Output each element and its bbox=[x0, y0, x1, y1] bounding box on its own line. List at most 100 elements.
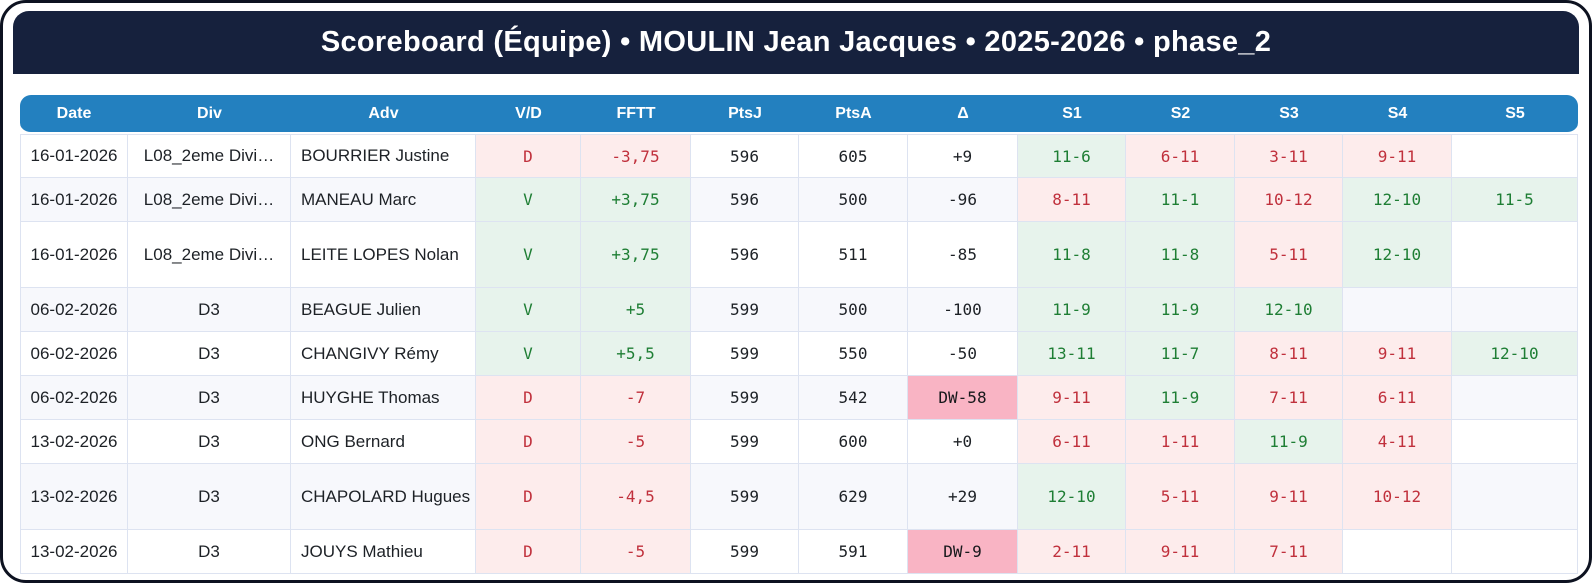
ptsa-cell: 600 bbox=[799, 420, 908, 464]
set-cell: 8-11 bbox=[1018, 178, 1126, 222]
table-row: 13-02-2026 D3 CHAPOLARD Hugues D -4,5 599 629 +… bbox=[20, 464, 1578, 530]
division-cell: D3 bbox=[128, 530, 291, 574]
set-cell bbox=[1343, 530, 1452, 574]
set-cell: 2-11 bbox=[1018, 530, 1126, 574]
opponent-cell: HUYGHE Thomas bbox=[291, 376, 476, 420]
set-cell: 11-8 bbox=[1126, 222, 1235, 288]
ptsa-cell: 605 bbox=[799, 134, 908, 178]
set-cell: 6-11 bbox=[1126, 134, 1235, 178]
table-row: 16-01-2026 L08_2eme Divi… BOURRIER Justine… bbox=[20, 134, 1578, 178]
delta-cell: +9 bbox=[908, 134, 1018, 178]
opponent-cell: JOUYS Mathieu bbox=[291, 530, 476, 574]
column-header-date: Date bbox=[20, 95, 128, 134]
set-cell bbox=[1452, 420, 1578, 464]
ptsj-cell: 599 bbox=[691, 288, 799, 332]
division-cell: D3 bbox=[128, 288, 291, 332]
set-cell: 3-11 bbox=[1235, 134, 1343, 178]
table-row: 06-02-2026 D3 CHANGIVY Rémy V +5,5 599 550 -50 1… bbox=[20, 332, 1578, 376]
set-cell: 13-11 bbox=[1018, 332, 1126, 376]
set-cell bbox=[1452, 530, 1578, 574]
date-cell: 06-02-2026 bbox=[20, 332, 128, 376]
set-cell: 11-9 bbox=[1126, 376, 1235, 420]
set-cell: 11-9 bbox=[1018, 288, 1126, 332]
set-cell: 7-11 bbox=[1235, 530, 1343, 574]
delta-cell: -100 bbox=[908, 288, 1018, 332]
ptsj-cell: 596 bbox=[691, 134, 799, 178]
fftt-cell: +3,75 bbox=[581, 222, 691, 288]
fftt-cell: +5,5 bbox=[581, 332, 691, 376]
fftt-cell: -4,5 bbox=[581, 464, 691, 530]
division-cell: D3 bbox=[128, 464, 291, 530]
ptsj-cell: 599 bbox=[691, 464, 799, 530]
set-cell: 12-10 bbox=[1235, 288, 1343, 332]
ptsj-cell: 599 bbox=[691, 530, 799, 574]
delta-cell: DW-58 bbox=[908, 376, 1018, 420]
column-header-ptsj: PtsJ bbox=[691, 95, 799, 134]
set-cell bbox=[1452, 134, 1578, 178]
set-cell: 12-10 bbox=[1018, 464, 1126, 530]
ptsa-cell: 500 bbox=[799, 288, 908, 332]
page-title: Scoreboard (Équipe) • MOULIN Jean Jacque… bbox=[320, 26, 1272, 58]
fftt-cell: -5 bbox=[581, 420, 691, 464]
set-cell: 6-11 bbox=[1343, 376, 1452, 420]
division-cell: L08_2eme Divi… bbox=[128, 222, 291, 288]
delta-cell: -85 bbox=[908, 222, 1018, 288]
vd-cell: V bbox=[476, 178, 581, 222]
set-cell bbox=[1343, 288, 1452, 332]
delta-cell: -96 bbox=[908, 178, 1018, 222]
column-header--: Δ bbox=[908, 95, 1018, 134]
opponent-cell: LEITE LOPES Nolan bbox=[291, 222, 476, 288]
ptsa-cell: 511 bbox=[799, 222, 908, 288]
set-cell: 10-12 bbox=[1235, 178, 1343, 222]
set-cell: 8-11 bbox=[1235, 332, 1343, 376]
table-row: 16-01-2026 L08_2eme Divi… LEITE LOPES Nola… bbox=[20, 222, 1578, 288]
opponent-cell: MANEAU Marc bbox=[291, 178, 476, 222]
set-cell: 9-11 bbox=[1343, 332, 1452, 376]
fftt-cell: +5 bbox=[581, 288, 691, 332]
ptsa-cell: 542 bbox=[799, 376, 908, 420]
ptsa-cell: 629 bbox=[799, 464, 908, 530]
vd-cell: D bbox=[476, 464, 581, 530]
ptsj-cell: 599 bbox=[691, 420, 799, 464]
ptsa-cell: 550 bbox=[799, 332, 908, 376]
opponent-cell: BOURRIER Justine bbox=[291, 134, 476, 178]
opponent-cell: ONG Bernard bbox=[291, 420, 476, 464]
vd-cell: V bbox=[476, 222, 581, 288]
set-cell bbox=[1452, 222, 1578, 288]
table-row: 06-02-2026 D3 BEAGUE Julien V +5 599 500 -100 11… bbox=[20, 288, 1578, 332]
set-cell: 10-12 bbox=[1343, 464, 1452, 530]
opponent-cell: CHAPOLARD Hugues bbox=[291, 464, 476, 530]
ptsj-cell: 599 bbox=[691, 332, 799, 376]
date-cell: 13-02-2026 bbox=[20, 464, 128, 530]
date-cell: 16-01-2026 bbox=[20, 178, 128, 222]
set-cell: 9-11 bbox=[1126, 530, 1235, 574]
date-cell: 13-02-2026 bbox=[20, 530, 128, 574]
set-cell: 7-11 bbox=[1235, 376, 1343, 420]
set-cell: 11-8 bbox=[1018, 222, 1126, 288]
title-bar: Scoreboard (Équipe) • MOULIN Jean Jacque… bbox=[13, 11, 1579, 74]
division-cell: D3 bbox=[128, 376, 291, 420]
vd-cell: D bbox=[476, 530, 581, 574]
column-header-v-d: V/D bbox=[476, 95, 581, 134]
set-cell: 11-9 bbox=[1126, 288, 1235, 332]
date-cell: 16-01-2026 bbox=[20, 222, 128, 288]
column-header-s2: S2 bbox=[1126, 95, 1235, 134]
column-header-fftt: FFTT bbox=[581, 95, 691, 134]
vd-cell: V bbox=[476, 288, 581, 332]
set-cell: 1-11 bbox=[1126, 420, 1235, 464]
date-cell: 06-02-2026 bbox=[20, 376, 128, 420]
results-table: Date Div Adv V/D FFTT PtsJ PtsA Δ S1 S2 S3 S4 S5 16-… bbox=[20, 95, 1578, 574]
set-cell: 9-11 bbox=[1343, 134, 1452, 178]
set-cell: 4-11 bbox=[1343, 420, 1452, 464]
ptsa-cell: 591 bbox=[799, 530, 908, 574]
date-cell: 06-02-2026 bbox=[20, 288, 128, 332]
set-cell: 11-6 bbox=[1018, 134, 1126, 178]
set-cell: 11-1 bbox=[1126, 178, 1235, 222]
set-cell: 5-11 bbox=[1126, 464, 1235, 530]
set-cell bbox=[1452, 464, 1578, 530]
delta-cell: +0 bbox=[908, 420, 1018, 464]
vd-cell: D bbox=[476, 376, 581, 420]
column-header-s1: S1 bbox=[1018, 95, 1126, 134]
table-header: Date Div Adv V/D FFTT PtsJ PtsA Δ S1 S2 S3 S4 S5 bbox=[20, 95, 1578, 134]
